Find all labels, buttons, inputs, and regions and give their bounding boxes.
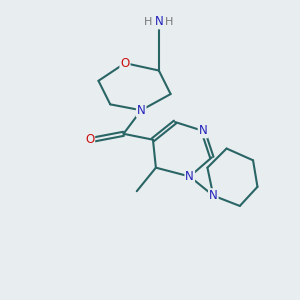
Text: O: O: [120, 57, 130, 70]
Text: O: O: [85, 133, 94, 146]
Text: N: N: [154, 15, 163, 28]
Text: H: H: [144, 17, 153, 27]
Text: N: N: [185, 170, 194, 183]
Text: H: H: [165, 17, 173, 27]
Text: N: N: [209, 189, 218, 202]
Text: N: N: [137, 104, 146, 117]
Text: N: N: [199, 124, 207, 137]
